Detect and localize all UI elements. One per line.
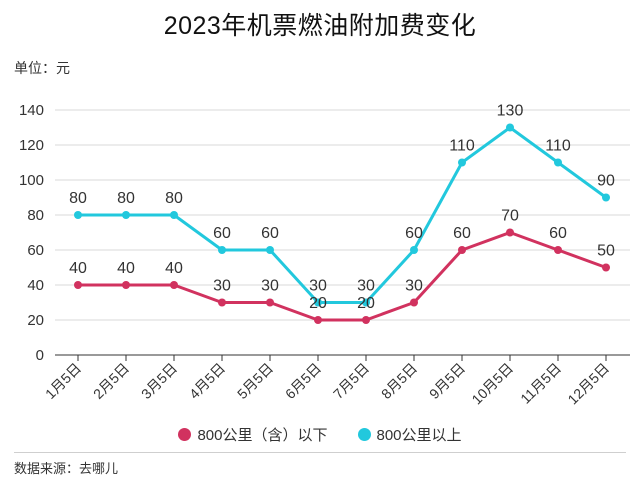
data-point — [458, 158, 466, 167]
data-label: 60 — [405, 225, 423, 242]
data-point — [602, 263, 610, 272]
data-point — [410, 298, 418, 307]
data-label: 60 — [453, 225, 471, 242]
data-label: 80 — [165, 190, 183, 207]
data-point — [410, 246, 418, 254]
x-tick-label: 1月5日 — [42, 360, 84, 402]
x-tick-label: 8月5日 — [378, 360, 420, 402]
data-label: 30 — [213, 278, 231, 295]
data-label: 30 — [357, 278, 375, 295]
data-label: 40 — [165, 260, 183, 277]
legend-label-high: 800公里以上 — [376, 427, 462, 444]
legend-swatch-high — [357, 428, 371, 441]
series-line-high — [78, 126, 607, 304]
y-tick-label: 40 — [27, 277, 44, 294]
data-point — [554, 246, 562, 254]
chart-title: 2023年机票燃油附加费变化 — [163, 12, 477, 40]
data-label: 30 — [261, 278, 279, 295]
x-tick-label: 4月5日 — [186, 360, 228, 402]
data-point — [506, 123, 514, 132]
x-tick-label: 12月5日 — [564, 360, 612, 408]
data-point — [218, 246, 226, 254]
legend-label-low: 800公里（含）以下 — [197, 427, 328, 444]
data-point — [266, 246, 274, 254]
legend-item-high: 800公里以上 — [357, 424, 462, 445]
data-label: 20 — [357, 295, 375, 312]
data-point — [458, 246, 466, 254]
data-label: 70 — [501, 208, 519, 225]
data-label: 60 — [261, 225, 279, 242]
series-line-low — [78, 231, 607, 322]
data-label: 90 — [597, 173, 615, 190]
data-point — [314, 298, 322, 307]
data-point — [266, 298, 274, 307]
chart-legend: 800公里（含）以下 800公里以上 — [0, 424, 640, 445]
legend-item-low: 800公里（含）以下 — [178, 424, 328, 445]
data-label: 30 — [405, 278, 423, 295]
data-point — [74, 211, 82, 219]
data-point — [362, 316, 370, 324]
data-label: 110 — [449, 138, 475, 155]
data-point — [602, 193, 610, 202]
data-point — [218, 298, 226, 307]
data-label: 80 — [69, 190, 87, 207]
y-tick-label: 80 — [27, 207, 44, 224]
line-chart: 0 20 40 60 80 100 120 140 1月5日 2月5日 3月5日 4月5日 5月5日 6月… — [19, 102, 630, 408]
x-tick-label: 10月5日 — [468, 360, 516, 408]
data-label: 50 — [597, 243, 615, 260]
data-label: 30 — [309, 278, 327, 295]
data-point — [506, 228, 514, 237]
x-tick-label: 9月5日 — [426, 360, 468, 402]
data-point — [122, 281, 130, 289]
y-tick-label: 140 — [19, 102, 44, 119]
data-label: 130 — [497, 103, 524, 120]
y-tick-label: 100 — [19, 172, 44, 189]
data-point — [554, 158, 562, 167]
y-tick-label: 60 — [27, 242, 44, 259]
data-label: 40 — [69, 260, 87, 277]
y-tick-label: 120 — [19, 137, 44, 154]
data-point — [74, 281, 82, 289]
x-tick-label: 3月5日 — [138, 360, 180, 402]
data-label: 110 — [545, 138, 571, 155]
y-tick-label: 0 — [36, 347, 44, 364]
legend-swatch-low — [178, 428, 192, 441]
data-point — [170, 281, 178, 289]
y-tick-label: 20 — [27, 312, 44, 329]
data-point — [362, 298, 370, 307]
data-point — [122, 211, 130, 219]
x-tick-label: 7月5日 — [330, 360, 372, 402]
x-tick-label: 5月5日 — [234, 360, 276, 402]
data-label: 60 — [213, 225, 231, 242]
data-point — [170, 211, 178, 219]
x-tick-label: 2月5日 — [90, 360, 132, 402]
data-label: 20 — [309, 295, 327, 312]
x-tick-label: 6月5日 — [282, 360, 324, 402]
data-label: 40 — [117, 260, 135, 277]
source-note: 数据来源：去哪儿 — [14, 461, 119, 476]
data-point — [314, 316, 322, 324]
data-label: 80 — [117, 190, 135, 207]
footer-divider — [14, 452, 626, 453]
x-tick-label: 11月5日 — [517, 360, 564, 407]
data-label: 60 — [549, 225, 567, 242]
unit-label: 单位：元 — [14, 60, 70, 76]
